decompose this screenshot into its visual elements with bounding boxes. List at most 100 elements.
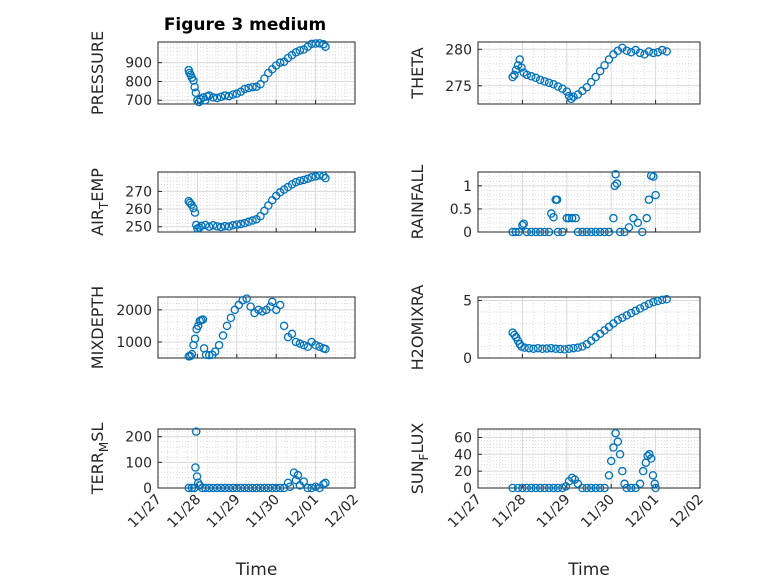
sun_flux-point xyxy=(544,483,554,493)
terr_msl-point xyxy=(293,470,303,480)
theta-point xyxy=(531,73,540,82)
theta-point xyxy=(517,63,526,72)
h2omixra-point xyxy=(578,342,587,351)
mixdepth-point xyxy=(275,300,285,310)
rainfall-point xyxy=(629,213,638,223)
sun_flux-point xyxy=(618,466,627,476)
pressure-point xyxy=(319,40,328,49)
theta-point xyxy=(595,66,605,76)
air_temp-point xyxy=(208,221,218,230)
sun_flux-ytick-label: 40 xyxy=(454,447,472,463)
sun_flux-point xyxy=(609,443,618,452)
terr_msl-xtick-label: 11/28 xyxy=(164,492,204,532)
h2omixra-point xyxy=(569,343,578,353)
theta-point xyxy=(626,47,636,57)
mixdepth-point xyxy=(242,294,251,303)
theta-point xyxy=(569,92,578,101)
terr_msl-xlabel: Time xyxy=(235,560,278,580)
terr_msl-point xyxy=(248,483,257,493)
rainfall-point xyxy=(511,227,520,237)
h2omixra-point xyxy=(529,344,538,354)
terr_msl-point xyxy=(319,479,328,489)
pressure-point xyxy=(248,82,257,92)
air_temp-point xyxy=(248,216,257,225)
terr_msl-xtick-label: 11/29 xyxy=(204,492,244,532)
pressure-point xyxy=(256,80,265,89)
rainfall-point xyxy=(552,195,562,204)
mixdepth-point xyxy=(321,344,330,354)
theta-axes-frame xyxy=(477,41,701,105)
sun_flux-point xyxy=(513,483,523,493)
terr_msl-point xyxy=(240,483,249,493)
mixdepth-ytick-label: 2000 xyxy=(116,303,152,319)
theta-ytick-label: 280 xyxy=(445,42,472,58)
theta-point xyxy=(653,47,663,57)
rainfall-point xyxy=(531,227,540,237)
air_temp-point xyxy=(291,177,301,187)
terr_msl-point xyxy=(224,483,234,493)
sun_flux-point xyxy=(651,483,660,493)
mixdepth-point xyxy=(201,350,211,360)
sun_flux-point xyxy=(582,483,592,493)
theta-point xyxy=(553,82,563,91)
sun_flux-ytick-label: 60 xyxy=(454,430,472,446)
sun_flux-point xyxy=(638,466,648,476)
terr_msl-xtick-label: 11/27 xyxy=(125,492,165,532)
rainfall-point xyxy=(549,212,558,222)
sun_flux-point xyxy=(531,483,540,493)
air_temp-point xyxy=(244,217,253,227)
rainfall-point xyxy=(571,213,580,223)
terr_msl-xtick-label: 12/01 xyxy=(283,492,323,532)
air_temp-point xyxy=(260,206,269,216)
theta-point xyxy=(586,77,596,87)
h2omixra-point xyxy=(542,344,552,353)
mixdepth-point xyxy=(198,315,208,324)
rainfall-axes-frame xyxy=(477,171,701,233)
mixdepth-axes-frame xyxy=(157,296,356,359)
air_temp-point xyxy=(190,208,200,217)
terr_msl-xtick-label: 11/30 xyxy=(243,492,283,532)
sun_flux-point xyxy=(600,483,609,493)
h2omixra-point xyxy=(649,297,658,307)
sun_flux-point xyxy=(626,483,636,493)
mixdepth-ytick-label: 1000 xyxy=(116,335,152,351)
rainfall-point xyxy=(519,219,528,228)
pressure-ytick-label: 700 xyxy=(125,93,152,109)
rainfall-point xyxy=(600,227,609,237)
air_temp-ylabel: AIRTEMP xyxy=(88,168,111,236)
sun_flux-xtick-label: 11/27 xyxy=(445,492,485,532)
mixdepth-point xyxy=(222,321,232,331)
theta-point xyxy=(582,82,592,92)
pressure-ytick-label: 800 xyxy=(125,74,152,90)
h2omixra-axes-frame xyxy=(477,296,701,359)
theta-point xyxy=(662,47,671,56)
sun_flux-point xyxy=(549,483,558,493)
sun_flux-xtick-label: 11/30 xyxy=(578,492,618,532)
terr_msl-point xyxy=(212,483,222,493)
air_temp-point xyxy=(228,221,238,230)
pressure-point xyxy=(291,48,301,57)
rainfall-point xyxy=(610,181,620,191)
terr_msl-point xyxy=(275,483,285,493)
rainfall-point xyxy=(522,227,532,237)
mixdepth-point xyxy=(254,305,263,315)
h2omixra-point xyxy=(644,299,654,309)
theta-point xyxy=(527,72,536,81)
air_temp-point xyxy=(216,222,226,232)
air_temp-point xyxy=(307,173,316,182)
air_temp-point xyxy=(236,219,245,229)
sun_flux-point xyxy=(615,450,625,459)
air_temp-point xyxy=(189,203,198,213)
theta-point xyxy=(644,47,654,56)
air_temp-point xyxy=(201,220,210,230)
sun_flux-ytick-label: 0 xyxy=(463,481,472,497)
terr_msl-point xyxy=(271,483,281,493)
h2omixra-ytick-label: 0 xyxy=(463,351,472,367)
h2omixra-ylabel: H2OMIXRA xyxy=(408,285,427,371)
air_temp-point xyxy=(220,221,230,231)
theta-point xyxy=(635,48,645,58)
terr_msl-point xyxy=(220,483,230,493)
rainfall-point xyxy=(508,227,517,237)
terr_msl-point xyxy=(187,483,197,493)
